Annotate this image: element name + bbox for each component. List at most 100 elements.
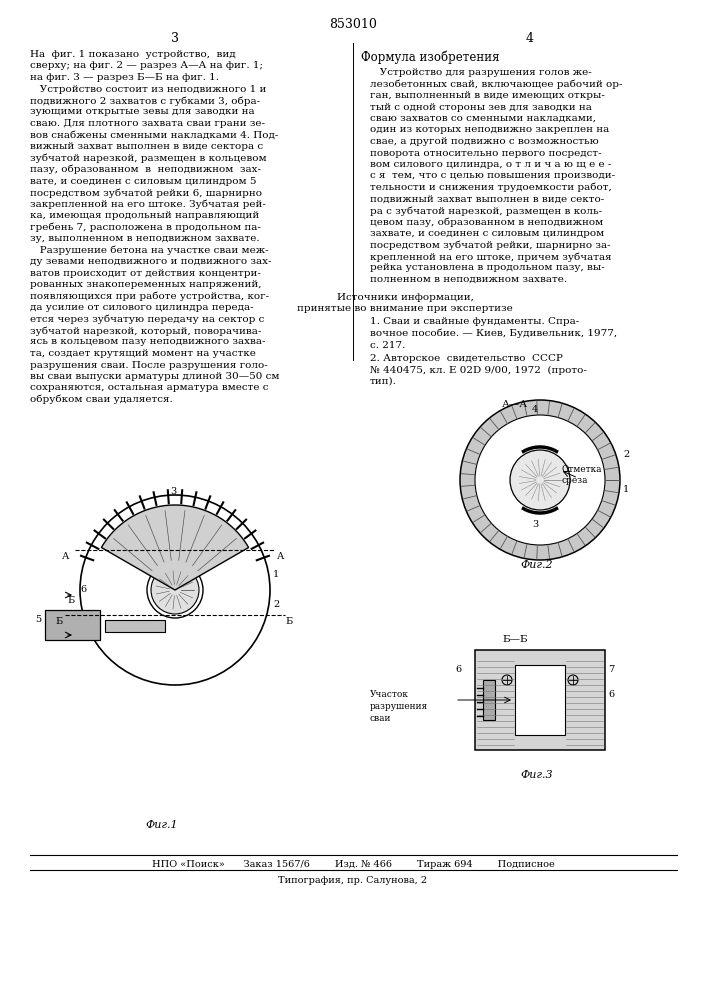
Text: 1: 1 xyxy=(623,485,629,494)
Text: среза: среза xyxy=(562,476,588,485)
Text: ка, имеющая продольный направляющий: ка, имеющая продольный направляющий xyxy=(30,211,259,220)
Text: 5: 5 xyxy=(35,615,41,624)
Text: сверху; на фиг. 2 — разрез А—А на фиг. 1;: сверху; на фиг. 2 — разрез А—А на фиг. 1… xyxy=(30,62,263,70)
Text: Участок: Участок xyxy=(370,690,409,699)
Text: ется через зубчатую передачу на сектор с: ется через зубчатую передачу на сектор с xyxy=(30,314,264,324)
Text: тельности и снижения трудоемкости работ,: тельности и снижения трудоемкости работ, xyxy=(370,183,612,192)
Text: 2: 2 xyxy=(623,450,629,459)
Text: Б: Б xyxy=(67,596,74,605)
Text: 853010: 853010 xyxy=(329,18,377,31)
Text: № 440475, кл. Е 02D 9/00, 1972  (прото-: № 440475, кл. Е 02D 9/00, 1972 (прото- xyxy=(370,365,587,375)
Text: та, создает крутящий момент на участке: та, создает крутящий момент на участке xyxy=(30,349,256,358)
Circle shape xyxy=(460,400,620,560)
Text: Устройство состоит из неподвижного 1 и: Устройство состоит из неподвижного 1 и xyxy=(30,85,267,94)
Text: 6: 6 xyxy=(608,690,614,699)
Text: Фиг.1: Фиг.1 xyxy=(145,820,177,830)
Text: вом силового цилиндра, о т л и ч а ю щ е е -: вом силового цилиндра, о т л и ч а ю щ е… xyxy=(370,160,612,169)
Text: захвате, и соединен с силовым цилиндром: захвате, и соединен с силовым цилиндром xyxy=(370,229,604,238)
Text: сохраняются, остальная арматура вместе с: сохраняются, остальная арматура вместе с xyxy=(30,383,269,392)
Text: полненном в неподвижном захвате.: полненном в неподвижном захвате. xyxy=(370,275,567,284)
Text: появляющихся при работе устройства, ког-: появляющихся при работе устройства, ког- xyxy=(30,292,269,301)
Text: лезобетонных свай, включающее рабочий ор-: лезобетонных свай, включающее рабочий ор… xyxy=(370,80,622,89)
Text: 7: 7 xyxy=(608,665,614,674)
Text: разрушения сваи. После разрушения голо-: разрушения сваи. После разрушения голо- xyxy=(30,360,268,369)
Text: посредством зубчатой рейки 6, шарнирно: посредством зубчатой рейки 6, шарнирно xyxy=(30,188,262,198)
Text: На  фиг. 1 показано  устройство,  вид: На фиг. 1 показано устройство, вид xyxy=(30,50,235,59)
Text: вы сваи выпуски арматуры длиной 30—50 см: вы сваи выпуски арматуры длиной 30—50 см xyxy=(30,372,279,381)
Text: А—А: А—А xyxy=(502,400,528,409)
Text: закрепленной на его штоке. Зубчатая рей-: закрепленной на его штоке. Зубчатая рей- xyxy=(30,200,266,209)
Bar xyxy=(45,610,100,640)
Text: разрушения: разрушения xyxy=(370,702,428,711)
Text: рованных знакопеременных напряжений,: рованных знакопеременных напряжений, xyxy=(30,280,262,289)
Text: ра с зубчатой нарезкой, размещен в коль-: ра с зубчатой нарезкой, размещен в коль- xyxy=(370,206,602,216)
Text: Отметка: Отметка xyxy=(562,465,602,474)
Text: тый с одной стороны зев для заводки на: тый с одной стороны зев для заводки на xyxy=(370,103,592,111)
Bar xyxy=(483,680,495,720)
Text: сваи: сваи xyxy=(370,714,392,723)
Text: 3: 3 xyxy=(171,32,179,45)
Text: поворота относительно первого посредст-: поворота относительно первого посредст- xyxy=(370,148,602,157)
Text: зующими открытые зевы для заводки на: зующими открытые зевы для заводки на xyxy=(30,107,255,116)
Text: зу, выполненном в неподвижном захвате.: зу, выполненном в неподвижном захвате. xyxy=(30,234,259,243)
Text: 6: 6 xyxy=(455,665,461,674)
Text: на фиг. 3 — разрез Б—Б на фиг. 1.: на фиг. 3 — разрез Б—Б на фиг. 1. xyxy=(30,73,219,82)
Text: 1: 1 xyxy=(273,570,279,579)
Text: рейка установлена в продольном пазу, вы-: рейка установлена в продольном пазу, вы- xyxy=(370,263,604,272)
Text: пазу, образованном  в  неподвижном  зах-: пазу, образованном в неподвижном зах- xyxy=(30,165,261,174)
Text: да усилие от силового цилиндра переда-: да усилие от силового цилиндра переда- xyxy=(30,303,254,312)
Bar xyxy=(515,665,565,735)
Text: ватов происходит от действия концентри-: ватов происходит от действия концентри- xyxy=(30,268,261,277)
Bar xyxy=(105,620,165,632)
Text: вочное пособие. — Киев, Будивельник, 1977,: вочное пособие. — Киев, Будивельник, 197… xyxy=(370,329,617,338)
Text: НПО «Поиск»      Заказ 1567/6        Изд. № 466        Тираж 694        Подписно: НПО «Поиск» Заказ 1567/6 Изд. № 466 Тира… xyxy=(151,860,554,869)
Text: ясь в кольцевом пазу неподвижного захва-: ясь в кольцевом пазу неподвижного захва- xyxy=(30,338,266,347)
Text: Разрушение бетона на участке сваи меж-: Разрушение бетона на участке сваи меж- xyxy=(30,245,269,255)
Text: крепленной на его штоке, причем зубчатая: крепленной на его штоке, причем зубчатая xyxy=(370,252,612,261)
Polygon shape xyxy=(101,505,249,590)
Text: Формула изобретения: Формула изобретения xyxy=(361,50,499,64)
Text: зубчатой нарезкой, размещен в кольцевом: зубчатой нарезкой, размещен в кольцевом xyxy=(30,153,267,163)
Text: 3: 3 xyxy=(532,520,538,529)
Text: 2. Авторское  свидетельство  СССР: 2. Авторское свидетельство СССР xyxy=(370,354,563,363)
Text: Устройство для разрушения голов же-: Устройство для разрушения голов же- xyxy=(370,68,592,77)
Text: подвижного 2 захватов с губками 3, обра-: подвижного 2 захватов с губками 3, обра- xyxy=(30,96,260,105)
Text: сваю захватов со сменными накладками,: сваю захватов со сменными накладками, xyxy=(370,114,596,123)
Text: один из которых неподвижно закреплен на: один из которых неподвижно закреплен на xyxy=(370,125,609,134)
Text: 4: 4 xyxy=(526,32,534,45)
Text: А: А xyxy=(62,552,69,561)
Text: ду зевами неподвижного и подвижного зах-: ду зевами неподвижного и подвижного зах- xyxy=(30,257,271,266)
Text: Б: Б xyxy=(285,617,292,626)
Circle shape xyxy=(475,415,605,545)
Text: обрубком сваи удаляется.: обрубком сваи удаляется. xyxy=(30,395,173,404)
Text: Типография, пр. Салунова, 2: Типография, пр. Салунова, 2 xyxy=(279,876,428,885)
Text: ган, выполненный в виде имеющих откры-: ган, выполненный в виде имеющих откры- xyxy=(370,91,605,100)
Text: вижный захват выполнен в виде сектора с: вижный захват выполнен в виде сектора с xyxy=(30,142,263,151)
Text: сваю. Для плотного захвата сваи грани зе-: сваю. Для плотного захвата сваи грани зе… xyxy=(30,119,265,128)
Text: вов снабжены сменными накладками 4. Под-: вов снабжены сменными накладками 4. Под- xyxy=(30,130,279,139)
Text: А: А xyxy=(277,552,284,561)
Text: 6: 6 xyxy=(80,585,86,594)
Text: 1. Сваи и свайные фундаменты. Спра-: 1. Сваи и свайные фундаменты. Спра- xyxy=(370,318,579,326)
Text: Источники информации,: Источники информации, xyxy=(337,292,474,302)
Text: 4: 4 xyxy=(532,405,538,414)
Circle shape xyxy=(151,566,199,614)
Text: подвижный захват выполнен в виде секто-: подвижный захват выполнен в виде секто- xyxy=(370,194,604,204)
Text: с. 217.: с. 217. xyxy=(370,340,405,350)
Text: посредством зубчатой рейки, шарнирно за-: посредством зубчатой рейки, шарнирно за- xyxy=(370,240,611,250)
Text: свае, а другой подвижно с возможностью: свае, а другой подвижно с возможностью xyxy=(370,137,599,146)
Text: Б—Б: Б—Б xyxy=(502,635,528,644)
Text: тип).: тип). xyxy=(370,377,397,386)
Text: цевом пазу, образованном в неподвижном: цевом пазу, образованном в неподвижном xyxy=(370,218,603,227)
Circle shape xyxy=(510,450,570,510)
Text: Фиг.3: Фиг.3 xyxy=(520,770,553,780)
Text: принятые во внимание при экспертизе: принятые во внимание при экспертизе xyxy=(297,304,513,313)
Text: 3: 3 xyxy=(170,487,176,496)
Text: вате, и соединен с силовым цилиндром 5: вате, и соединен с силовым цилиндром 5 xyxy=(30,176,257,186)
Text: с я  тем, что с целью повышения производи-: с я тем, что с целью повышения производи… xyxy=(370,172,615,180)
Text: гребень 7, расположена в продольном па-: гребень 7, расположена в продольном па- xyxy=(30,223,261,232)
Bar xyxy=(475,650,605,750)
Text: Б: Б xyxy=(55,617,62,626)
Text: зубчатой нарезкой, который, поворачива-: зубчатой нарезкой, который, поворачива- xyxy=(30,326,262,336)
Text: Фиг.2: Фиг.2 xyxy=(520,560,553,570)
